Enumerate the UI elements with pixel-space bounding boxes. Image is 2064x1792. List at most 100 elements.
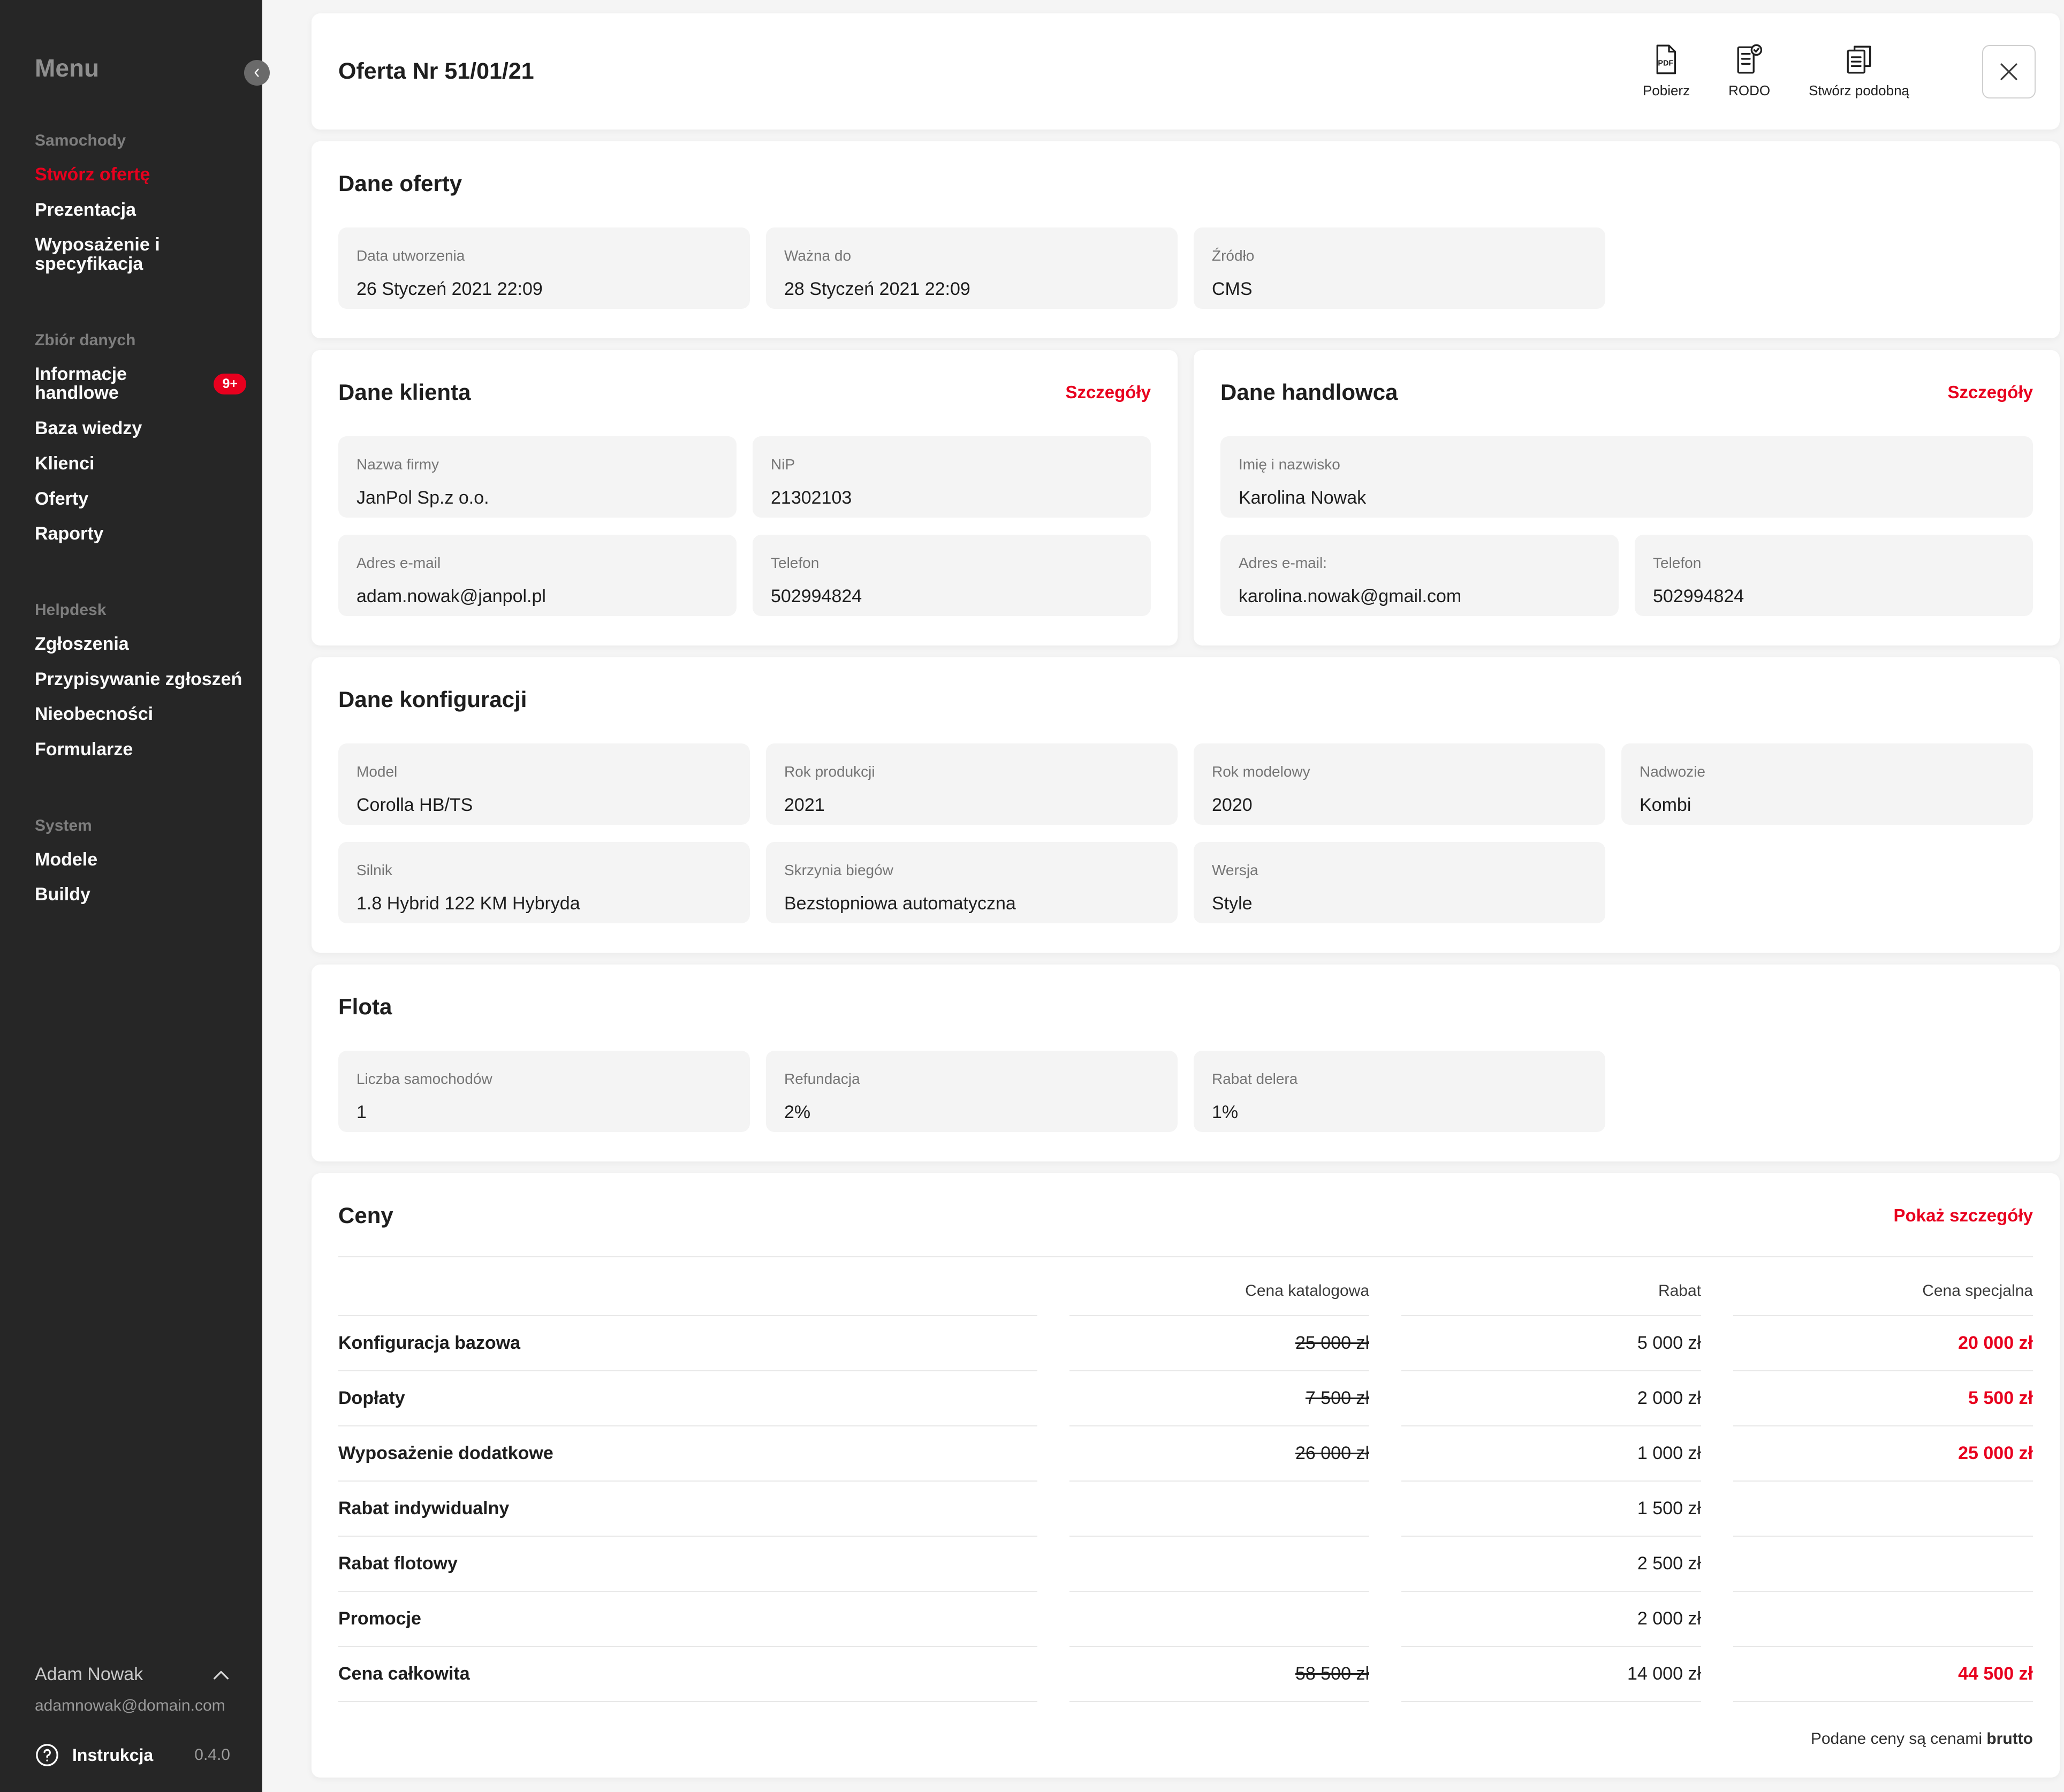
sidebar-item-nieobecnosci[interactable]: Nieobecności — [0, 697, 262, 732]
sidebar-item-modele[interactable]: Modele — [0, 842, 262, 878]
configuration-fields: Model Corolla HB/TS Rok produkcji 2021 R… — [338, 743, 2033, 923]
copy-document-icon — [1845, 44, 1873, 75]
client-details-link[interactable]: Szczegóły — [1065, 382, 1151, 403]
nav-section-label: Samochody — [35, 132, 262, 150]
field-refundacja: Refundacja 2% — [766, 1051, 1178, 1132]
sidebar-item-raporty[interactable]: Raporty — [0, 517, 262, 552]
client-salesperson-row: Dane klienta Szczegóły Nazwa firmy JanPo… — [312, 350, 2060, 657]
row-label: Rabat indywidualny — [338, 1482, 1037, 1537]
main-content: Oferta Nr 51/01/21 PDF Pobierz RODO Stwó… — [262, 0, 2064, 1792]
field-wazna-do: Ważna do 28 Styczeń 2021 22:09 — [766, 227, 1178, 309]
catalog-price: 58 500 zł — [1069, 1647, 1369, 1702]
field-label: Wersja — [1212, 862, 1587, 879]
special-price — [1733, 1537, 2033, 1592]
special-price — [1733, 1482, 2033, 1537]
catalog-price — [1069, 1537, 1369, 1592]
action-label: Stwórz podobną — [1809, 82, 1909, 99]
field-imie-i-nazwisko: Imię i nazwisko Karolina Nowak — [1220, 436, 2033, 518]
field-value: Karolina Nowak — [1239, 488, 2015, 508]
section-title: Dane konfiguracji — [338, 687, 527, 712]
field-label: NiP — [771, 456, 1133, 473]
field-value: 2% — [784, 1102, 1159, 1123]
field-label: Silnik — [356, 862, 732, 879]
notification-badge: 9+ — [214, 374, 246, 394]
sidebar-item-baza-wiedzy[interactable]: Baza wiedzy — [0, 411, 262, 446]
field-value: Corolla HB/TS — [356, 795, 732, 816]
client-data-card: Dane klienta Szczegóły Nazwa firmy JanPo… — [312, 350, 1178, 646]
field-label: Ważna do — [784, 247, 1159, 264]
help-link[interactable]: Instrukcja — [72, 1745, 153, 1765]
sidebar-item-buildy[interactable]: Buildy — [0, 877, 262, 913]
app-version: 0.4.0 — [194, 1746, 230, 1764]
field-value: 1 — [356, 1102, 732, 1123]
sidebar-item-label: Klienci — [35, 454, 94, 474]
nav-section-helpdesk: Helpdesk Zgłoszenia Przypisywanie zgłosz… — [0, 601, 262, 768]
field-salesperson-telefon: Telefon 502994824 — [1635, 535, 2033, 616]
show-price-details-link[interactable]: Pokaż szczegóły — [1894, 1205, 2033, 1226]
special-price: 20 000 zł — [1733, 1316, 2033, 1371]
row-label: Konfiguracja bazowa — [338, 1316, 1037, 1371]
close-button[interactable] — [1982, 45, 2036, 98]
sidebar-item-label: Formularze — [35, 740, 133, 760]
table-row-rabat-flotowy: Rabat flotowy 2 500 zł — [338, 1537, 2033, 1592]
create-similar-button[interactable]: Stwórz podobną — [1809, 44, 1909, 99]
sidebar-item-formularze[interactable]: Formularze — [0, 732, 262, 768]
field-value: 26 Styczeń 2021 22:09 — [356, 279, 732, 300]
rodo-button[interactable]: RODO — [1728, 44, 1770, 99]
sidebar-item-prezentacja[interactable]: Prezentacja — [0, 193, 262, 228]
row-label: Wyposażenie dodatkowe — [338, 1426, 1037, 1482]
sidebar-item-wyposazenie-i-specyfikacja[interactable]: Wyposażenie i specyfikacja — [0, 227, 262, 282]
nav-section-label: System — [35, 817, 262, 835]
user-menu-toggle[interactable]: Adam Nowak — [35, 1664, 230, 1685]
sidebar-item-label: Nieobecności — [35, 705, 153, 724]
offer-fields: Data utworzenia 26 Styczeń 2021 22:09 Wa… — [338, 227, 2033, 309]
catalog-price: 25 000 zł — [1069, 1316, 1369, 1371]
header-actions: PDF Pobierz RODO Stwórz podobną — [1643, 44, 2036, 99]
sidebar-collapse-button[interactable] — [244, 60, 270, 86]
sidebar-item-klienci[interactable]: Klienci — [0, 446, 262, 482]
catalog-price: 7 500 zł — [1069, 1371, 1369, 1426]
card-head: Dane klienta Szczegóły — [338, 379, 1151, 405]
sidebar-item-label: Oferty — [35, 490, 88, 509]
chevron-up-icon — [212, 1669, 230, 1681]
discount: 1 500 zł — [1401, 1482, 1701, 1537]
field-label: Skrzynia biegów — [784, 862, 1159, 879]
field-value: 2021 — [784, 795, 1159, 816]
field-model: Model Corolla HB/TS — [338, 743, 750, 825]
pdf-file-icon: PDF — [1653, 44, 1680, 75]
special-price: 5 500 zł — [1733, 1371, 2033, 1426]
field-value: 2020 — [1212, 795, 1587, 816]
user-block: Adam Nowak adamnowak@domain.com Instrukc… — [0, 1664, 262, 1792]
user-name: Adam Nowak — [35, 1664, 143, 1685]
field-value: JanPol Sp.z o.o. — [356, 488, 718, 508]
sidebar-nav: Samochody Stwórz ofertę Prezentacja Wypo… — [0, 82, 262, 913]
section-title: Ceny — [338, 1203, 393, 1228]
field-value: karolina.nowak@gmail.com — [1239, 586, 1600, 607]
field-label: Nadwozie — [1640, 763, 2015, 780]
field-value: 1% — [1212, 1102, 1587, 1123]
special-price: 44 500 zł — [1733, 1647, 2033, 1702]
sidebar-item-informacje-handlowe[interactable]: Informacje handlowe 9+ — [0, 357, 262, 411]
download-pdf-button[interactable]: PDF Pobierz — [1643, 44, 1690, 99]
card-head: Ceny Pokaż szczegóły — [338, 1203, 2033, 1228]
special-price: 25 000 zł — [1733, 1426, 2033, 1482]
discount: 5 000 zł — [1401, 1316, 1701, 1371]
discount: 2 000 zł — [1401, 1371, 1701, 1426]
sidebar-item-stworz-oferte[interactable]: Stwórz ofertę — [0, 157, 262, 193]
user-email: adamnowak@domain.com — [35, 1697, 230, 1715]
sidebar-item-label: Buildy — [35, 885, 90, 905]
field-nadwozie: Nadwozie Kombi — [1621, 743, 2033, 825]
field-liczba-samochodow: Liczba samochodów 1 — [338, 1051, 750, 1132]
fleet-card: Flota Liczba samochodów 1 Refundacja 2% … — [312, 965, 2060, 1161]
field-rok-produkcji: Rok produkcji 2021 — [766, 743, 1178, 825]
sidebar-item-oferty[interactable]: Oferty — [0, 482, 262, 517]
close-icon — [1998, 60, 2020, 83]
sidebar-item-label: Przypisywanie zgłoszeń — [35, 670, 242, 689]
configuration-card: Dane konfiguracji Model Corolla HB/TS Ro… — [312, 657, 2060, 953]
sidebar-item-zgloszenia[interactable]: Zgłoszenia — [0, 627, 262, 662]
section-title: Dane klienta — [338, 379, 471, 405]
sidebar-item-przypisywanie-zgloszen[interactable]: Przypisywanie zgłoszeń — [0, 662, 262, 697]
field-label: Liczba samochodów — [356, 1070, 732, 1088]
grid-spacer — [1621, 842, 2033, 923]
salesperson-details-link[interactable]: Szczegóły — [1947, 382, 2033, 403]
